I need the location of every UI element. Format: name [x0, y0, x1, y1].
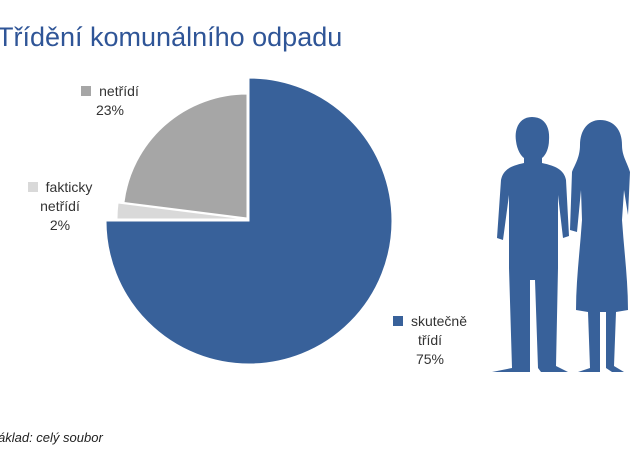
footnote: áklad: celý soubor — [0, 430, 103, 445]
legend-label: skutečně třídí 75% — [385, 312, 475, 369]
pie-slice — [123, 93, 248, 219]
chart-title: Třídění komunálního odpadu — [0, 22, 343, 52]
man-silhouette — [492, 117, 569, 372]
legend-swatch — [81, 86, 92, 96]
legend-label: netřídí 23% — [65, 82, 155, 120]
value-label: 2% — [49, 217, 71, 233]
legend-label: fakticky netřídí 2% — [20, 178, 100, 235]
legend-swatch — [392, 316, 403, 326]
value-label: 75% — [415, 351, 445, 367]
value-label: 23% — [95, 102, 125, 118]
category-label: fakticky netřídí — [40, 179, 93, 214]
people-illustration — [492, 117, 630, 372]
category-label: skutečně třídí — [410, 313, 468, 348]
category-label: netřídí — [99, 83, 139, 99]
pie-slice — [116, 202, 246, 220]
legend-swatch — [27, 182, 38, 192]
woman-silhouette — [570, 120, 630, 372]
pie-slice — [105, 77, 393, 365]
